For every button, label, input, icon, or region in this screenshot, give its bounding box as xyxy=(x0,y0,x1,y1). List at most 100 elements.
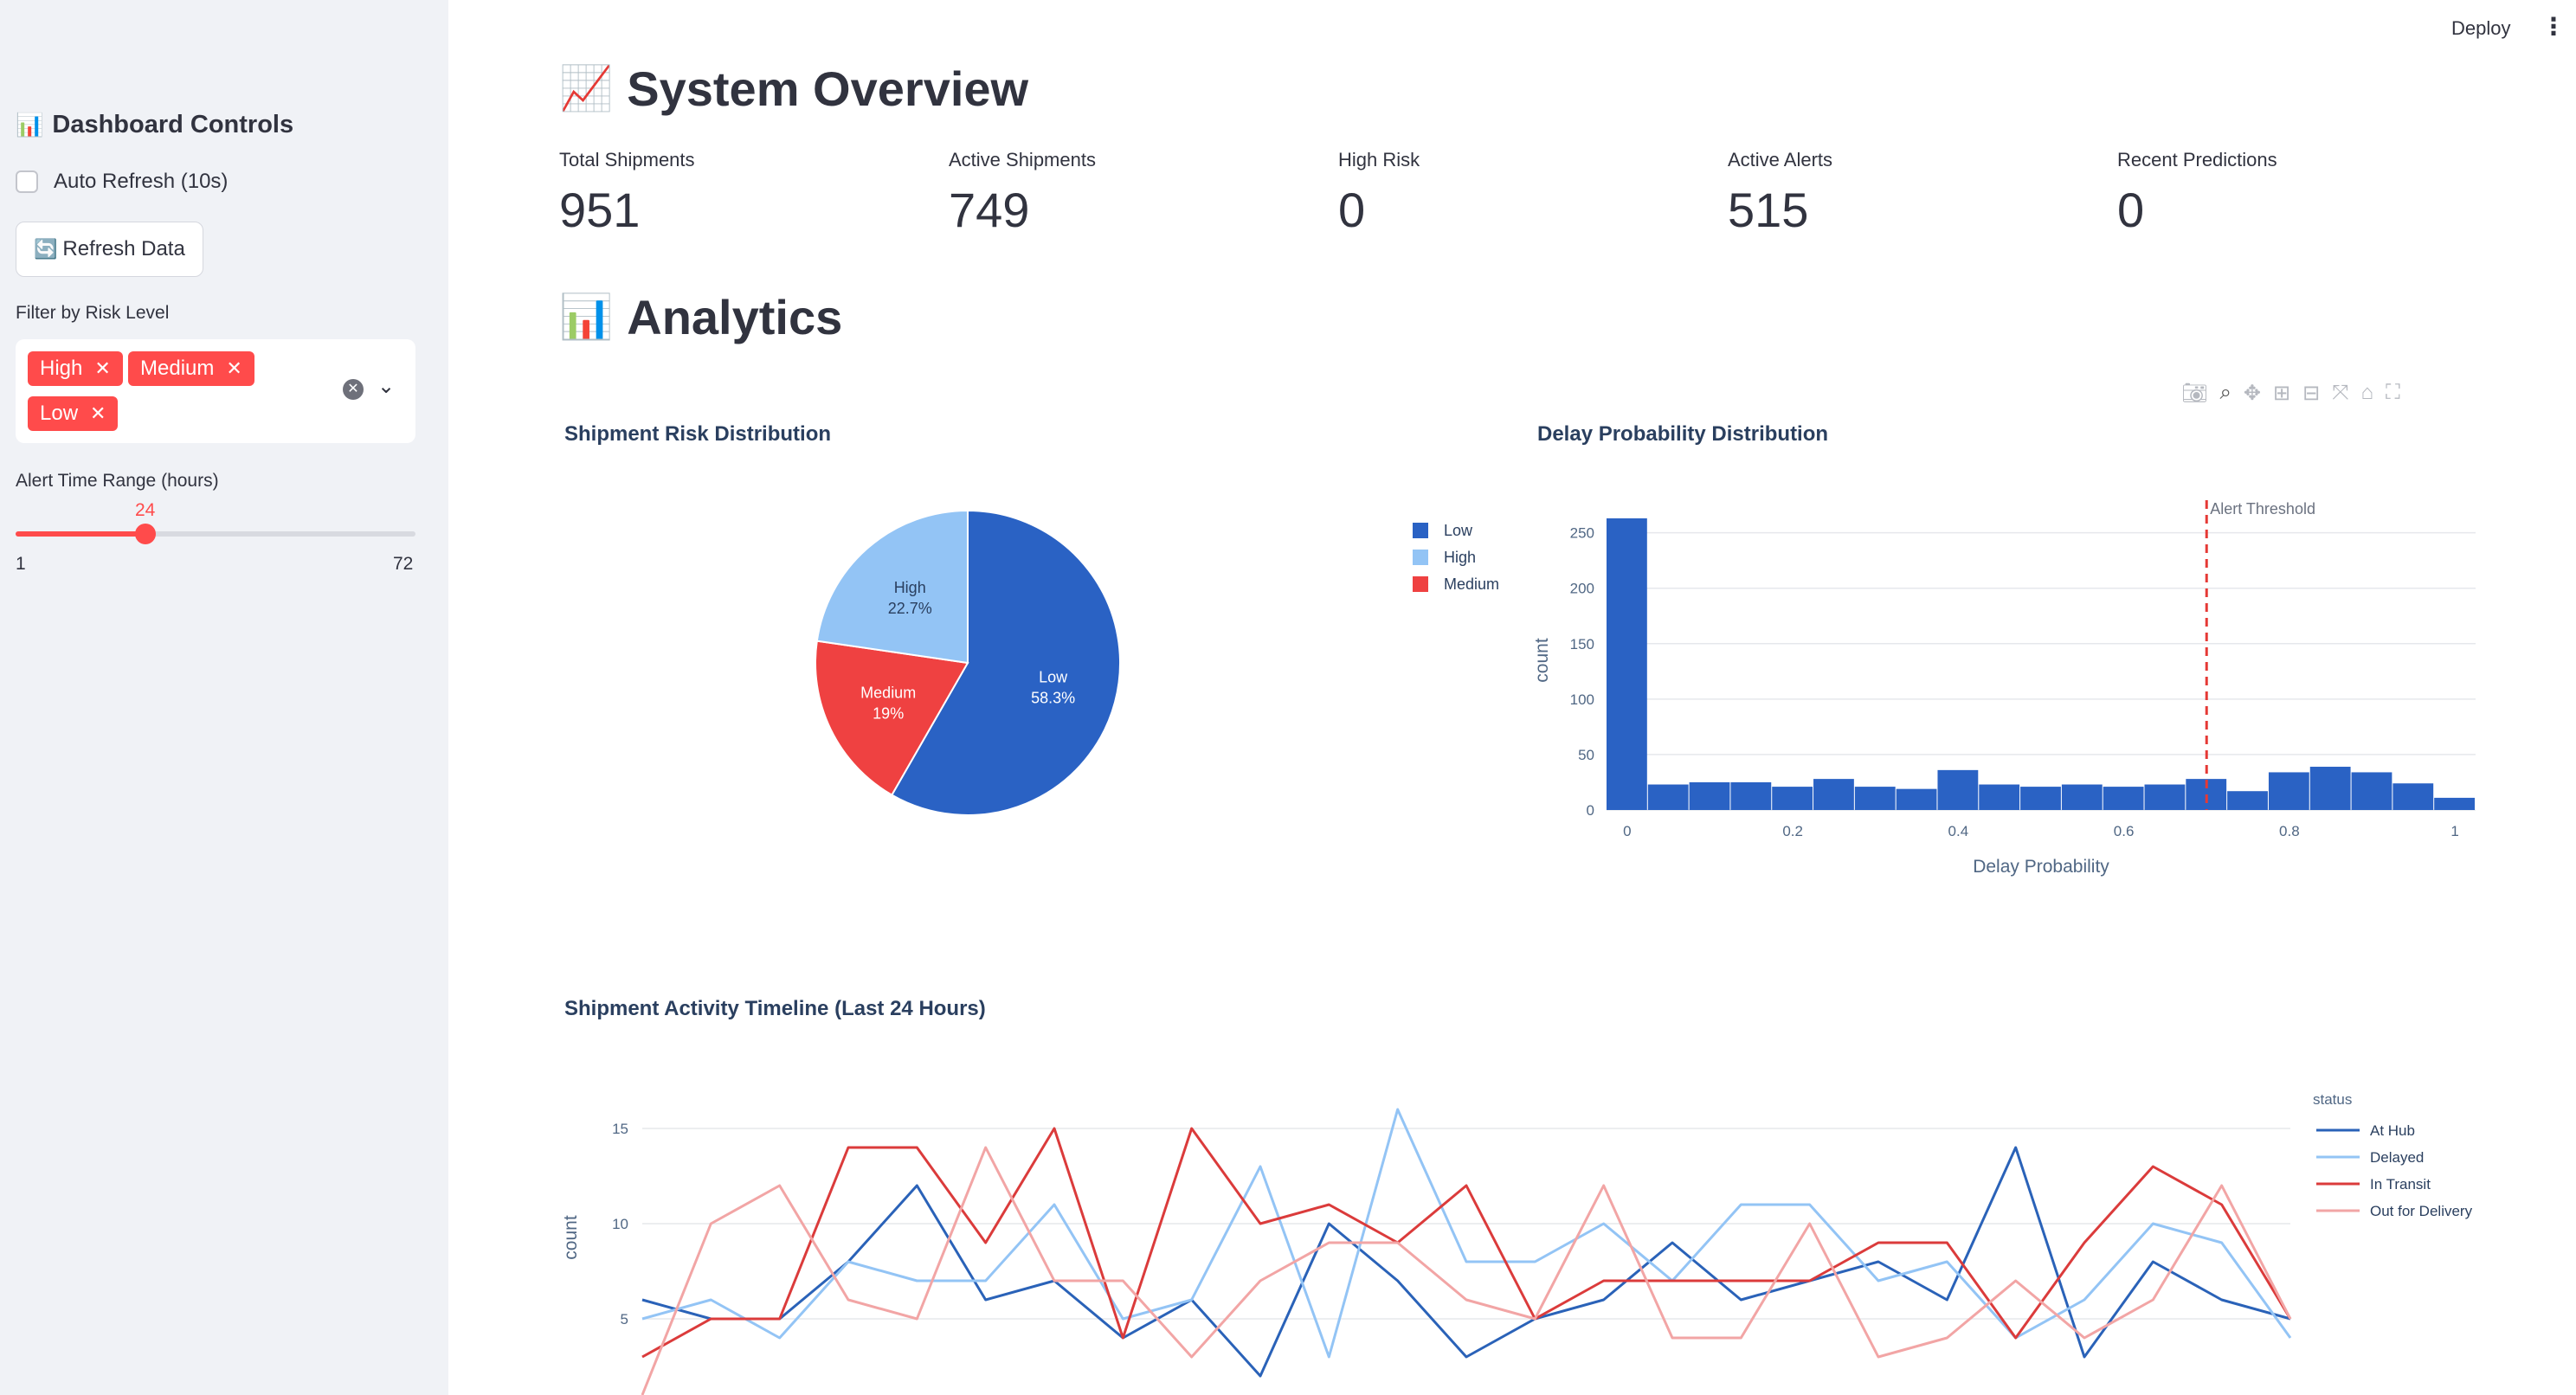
pie-slice-percent: 58.3% xyxy=(1031,689,1075,706)
timeline-title: Shipment Activity Timeline (Last 24 Hour… xyxy=(564,997,986,1020)
histogram-bar xyxy=(2392,783,2434,810)
slider-max: 72 xyxy=(393,554,414,574)
bar-chart-icon: 📊 xyxy=(559,292,614,341)
home-icon[interactable]: ⌂ xyxy=(2360,381,2373,404)
slider-thumb[interactable] xyxy=(134,524,156,544)
fullscreen-icon[interactable]: ⛶ xyxy=(2385,381,2400,404)
histogram-bar xyxy=(1896,788,1937,810)
auto-refresh-checkbox[interactable] xyxy=(16,170,38,193)
histogram-bar xyxy=(2020,787,2061,810)
x-tick-label: 0.4 xyxy=(1948,823,1969,839)
x-axis-label: Delay Probability xyxy=(1973,857,2109,877)
histogram-title: Delay Probability Distribution xyxy=(1537,422,1829,446)
activity-timeline-line-chart: 5 10 15 count status At Hub Delayed In Transit O… xyxy=(561,1091,2473,1395)
clear-all-icon[interactable]: ✕ xyxy=(343,379,364,400)
pie-slice-medium xyxy=(815,640,969,796)
histogram-bar xyxy=(2268,772,2309,810)
refresh-icon: 🔄 xyxy=(34,238,58,260)
pan-icon[interactable]: ✥ xyxy=(2243,382,2262,405)
bar-chart-icon: 📊 xyxy=(16,112,44,138)
filter-tag-high[interactable]: High ✕ xyxy=(28,351,123,386)
metric-label: Active Shipments xyxy=(949,149,1096,170)
histogram-bar xyxy=(1854,787,1896,810)
y-tick-label: 50 xyxy=(1578,747,1594,763)
y-tick-label: 15 xyxy=(612,1121,628,1137)
system-overview-title: System Overview xyxy=(627,61,1029,116)
y-tick-label: 10 xyxy=(612,1216,628,1232)
legend-label: Medium xyxy=(1444,575,1499,593)
metric-value: 951 xyxy=(559,183,641,237)
auto-refresh-label: Auto Refresh (10s) xyxy=(54,170,229,193)
remove-tag-icon[interactable]: ✕ xyxy=(226,357,242,379)
refresh-data-label: Refresh Data xyxy=(62,237,185,260)
histogram-bar xyxy=(1607,518,1647,810)
zoom-icon[interactable]: ⌕ xyxy=(2219,381,2231,404)
metric-active-alerts: Active Alerts 515 xyxy=(1728,149,1832,238)
sidebar-title: 📊 Dashboard Controls xyxy=(16,111,293,139)
x-tick-label: 1 xyxy=(2450,823,2458,839)
series-line-out-for-delivery xyxy=(641,1146,2292,1395)
pie-slice-label: High xyxy=(894,579,926,596)
x-tick-label: 0.2 xyxy=(1782,823,1803,839)
chart-modebar: 📷︎ ⌕ ✥ ⊞ ⊟ ⤧ ⌂ ⛶ xyxy=(2181,381,2400,406)
histogram-bar xyxy=(1979,784,2020,810)
metric-label: Recent Predictions xyxy=(2117,149,2277,170)
zoom-in-icon[interactable]: ⊞ xyxy=(2273,382,2291,405)
analytics-title: Analytics xyxy=(627,290,843,344)
risk-level-multiselect[interactable]: High ✕ Medium ✕ Low ✕ ✕ ⌄ xyxy=(16,339,415,443)
camera-icon[interactable]: 📷︎ xyxy=(2181,382,2208,405)
analytics-heading: 📊 Analytics xyxy=(559,289,842,345)
histogram-bar xyxy=(2103,787,2144,810)
remove-tag-icon[interactable]: ✕ xyxy=(94,357,111,379)
metric-total-shipments: Total Shipments 951 xyxy=(559,149,695,238)
histogram-bar xyxy=(1647,784,1689,810)
legend-label: Out for Delivery xyxy=(2370,1203,2473,1219)
pie-slice-label: Low xyxy=(1039,668,1068,685)
zoom-out-icon[interactable]: ⊟ xyxy=(2302,382,2321,405)
legend-label: Delayed xyxy=(2370,1149,2424,1166)
chevron-down-icon[interactable]: ⌄ xyxy=(377,375,396,398)
legend-title: status xyxy=(2313,1091,2352,1108)
auto-refresh-checkbox-row[interactable]: Auto Refresh (10s) xyxy=(16,170,228,194)
legend-label: High xyxy=(1444,549,1476,566)
metric-label: Total Shipments xyxy=(559,149,695,170)
system-overview-heading: 📈 System Overview xyxy=(559,61,1028,117)
histogram-bar xyxy=(2061,784,2103,810)
metric-label: High Risk xyxy=(1338,149,1420,170)
metric-label: Active Alerts xyxy=(1728,149,1833,170)
pie-slice-percent: 22.7% xyxy=(888,600,932,617)
metric-value: 0 xyxy=(1338,183,1366,237)
legend-swatch xyxy=(1413,523,1428,538)
legend-label: In Transit xyxy=(2370,1176,2431,1192)
histogram-bar xyxy=(2309,767,2351,810)
pie-slice-high xyxy=(815,509,969,665)
pie-slice-label: Medium xyxy=(860,685,916,702)
delay-probability-histogram: 0 50 100 150 200 250 0 0.2 0.4 0.6 0.8 1 Alert Thres… xyxy=(1532,500,2476,877)
y-tick-label: 250 xyxy=(1570,525,1594,542)
histogram-bar xyxy=(1689,781,1730,810)
histogram-bar xyxy=(2434,797,2475,810)
filter-tag-label: Medium xyxy=(140,357,215,380)
risk-filter-label: Filter by Risk Level xyxy=(16,303,170,323)
histogram-bar xyxy=(2351,772,2392,810)
y-tick-label: 200 xyxy=(1570,581,1594,597)
kebab-menu-icon[interactable]: ⋮ xyxy=(2541,13,2566,40)
filter-tag-medium[interactable]: Medium ✕ xyxy=(128,351,254,386)
x-tick-label: 0 xyxy=(1623,823,1631,839)
refresh-data-button[interactable]: 🔄 Refresh Data xyxy=(16,222,203,277)
risk-distribution-pie-chart: Low 58.3% Medium 19% High 22.7% Low High Medium xyxy=(815,509,1499,816)
metric-high-risk: High Risk 0 xyxy=(1338,149,1420,238)
autoscale-icon[interactable]: ⤧ xyxy=(2332,381,2349,404)
y-axis-label: count xyxy=(561,1215,581,1260)
x-tick-label: 0.8 xyxy=(2279,823,2300,839)
metric-value: 749 xyxy=(949,183,1030,237)
remove-tag-icon[interactable]: ✕ xyxy=(90,402,106,424)
pie-chart-title: Shipment Risk Distribution xyxy=(564,422,832,446)
pie-slice-low xyxy=(890,509,1121,816)
alert-time-range-slider[interactable] xyxy=(16,524,415,544)
filter-tag-low[interactable]: Low ✕ xyxy=(28,396,119,431)
histogram-bar xyxy=(1937,769,1979,810)
y-tick-label: 0 xyxy=(1587,802,1594,819)
deploy-button[interactable]: Deploy xyxy=(2451,17,2511,39)
legend-label: Low xyxy=(1444,522,1473,539)
